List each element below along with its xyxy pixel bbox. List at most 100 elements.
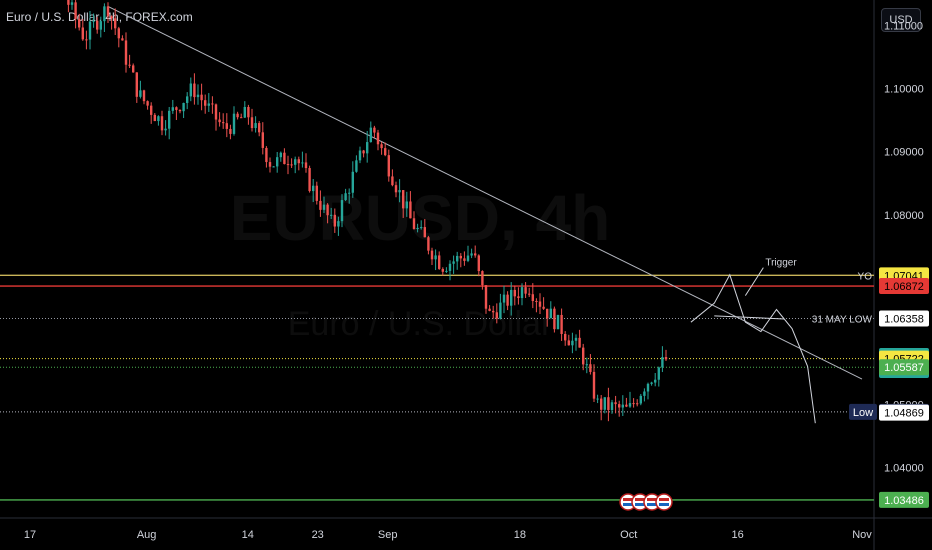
candle-body	[459, 255, 462, 259]
candle-body	[92, 20, 95, 22]
candle-body	[168, 110, 171, 129]
candle-body	[160, 116, 164, 131]
watermark: EURUSD, 4h Euro / U.S. Dollar	[230, 182, 611, 343]
candle-body	[664, 357, 668, 360]
candle-body	[78, 18, 81, 28]
candle-body	[243, 106, 246, 118]
candle-body	[214, 104, 218, 120]
x-tick-label: 16	[731, 529, 743, 541]
candle-body	[362, 150, 365, 154]
candle-body	[499, 302, 502, 319]
candle-body	[510, 289, 513, 306]
candle-body	[330, 214, 333, 216]
candle-body	[481, 271, 484, 286]
candle-body	[268, 162, 272, 167]
watermark-symbol: EURUSD, 4h	[230, 182, 611, 254]
candle-body	[520, 287, 524, 299]
candle-body	[448, 263, 452, 271]
candle-body	[139, 90, 142, 97]
candle-body	[654, 379, 657, 383]
candle-body	[607, 397, 610, 410]
candle-body	[574, 337, 578, 341]
price-badge-text: 1.04869	[884, 408, 924, 420]
candle-body	[153, 114, 156, 122]
candle-body	[261, 132, 264, 148]
candle-body	[124, 40, 128, 65]
candle-body	[524, 287, 527, 294]
candle-body	[571, 340, 574, 346]
y-tick-label: 1.08000	[884, 210, 924, 222]
candle-body	[553, 308, 556, 330]
candle-body	[178, 109, 182, 112]
candle-body	[319, 200, 322, 210]
candle-body	[88, 21, 92, 40]
horizontal-levels	[0, 274, 874, 501]
candle-body	[283, 152, 286, 165]
event-flag-icon	[655, 493, 673, 511]
candle-body	[632, 403, 635, 405]
candle-body	[405, 201, 408, 209]
candle-body	[380, 144, 383, 149]
candle-body	[585, 364, 588, 366]
event-flag-stripe	[659, 498, 669, 501]
level-labels: YO 31 MAY LOW Low	[812, 271, 877, 420]
event-flag-stripe	[647, 503, 657, 506]
candle-body	[157, 116, 160, 122]
candle-body	[247, 106, 250, 118]
candle-body	[286, 164, 290, 166]
candle-body	[402, 190, 405, 209]
candle-body	[304, 162, 308, 169]
candle-body	[423, 227, 426, 238]
event-flag-stripe	[647, 498, 657, 501]
candle-body	[358, 150, 362, 161]
price-badge-text: 1.06872	[884, 281, 924, 293]
candle-body	[207, 103, 210, 106]
candle-body	[387, 155, 390, 177]
candle-body	[466, 255, 470, 261]
x-tick-label: Nov	[852, 529, 872, 541]
price-badge	[879, 491, 929, 508]
candle-body	[596, 398, 599, 400]
candle-body	[502, 294, 506, 303]
candle-body	[492, 310, 495, 313]
candle-body	[564, 333, 567, 341]
y-tick-label: 1.04000	[884, 462, 924, 474]
candle-body	[103, 6, 106, 22]
candle-body	[430, 250, 434, 260]
event-flag-stripe	[635, 498, 645, 501]
candle-body	[182, 102, 185, 112]
candle-body	[445, 270, 448, 272]
y-tick-label: 1.10000	[884, 83, 924, 95]
candle-body	[229, 128, 232, 134]
candle-body	[376, 132, 380, 145]
price-badge	[879, 404, 929, 421]
candle-body	[74, 2, 77, 19]
x-tick-label: 17	[24, 529, 36, 541]
candle-body	[355, 160, 358, 172]
candle-body	[312, 185, 315, 192]
candle-body	[110, 16, 113, 19]
candles	[67, 0, 668, 422]
trigger-pointer	[744, 267, 764, 296]
candle-body	[484, 285, 488, 309]
currency-button[interactable]: USD	[881, 8, 921, 32]
candle-body	[452, 261, 455, 264]
x-tick-label: 23	[312, 529, 324, 541]
candle-body	[276, 157, 279, 167]
candle-body	[556, 314, 560, 330]
candle-body	[643, 391, 646, 396]
candle-body	[495, 312, 498, 319]
candle-body	[322, 204, 326, 210]
candle-body	[146, 101, 149, 106]
candle-body	[114, 18, 117, 29]
candle-body	[578, 337, 581, 348]
watermark-name: Euro / U.S. Dollar	[288, 305, 553, 343]
candle-body	[225, 123, 228, 129]
candle-body	[531, 294, 534, 302]
candle-body	[416, 227, 419, 229]
candle-body	[650, 382, 653, 384]
candle-body	[315, 185, 318, 201]
candle-body	[171, 107, 174, 111]
candle-body	[290, 164, 293, 166]
